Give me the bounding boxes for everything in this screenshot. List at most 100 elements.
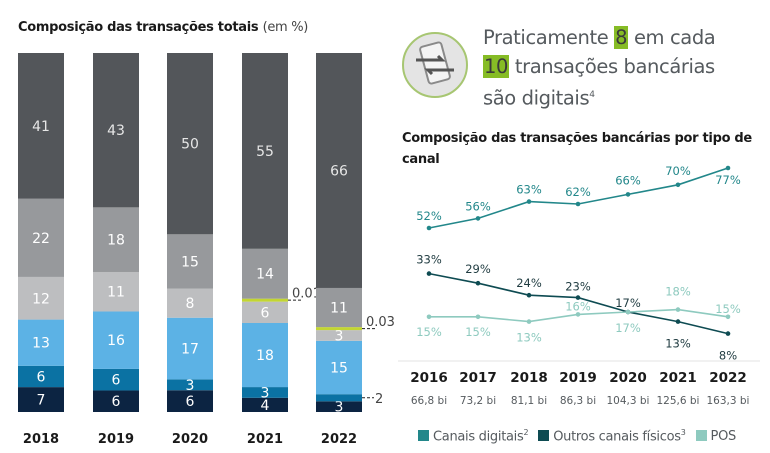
legend-item-digital: Canais digitais2 bbox=[418, 428, 529, 445]
data-label: 15 bbox=[181, 255, 199, 271]
bar-segment bbox=[18, 365, 64, 388]
data-point bbox=[526, 319, 532, 324]
headline-text: transações bancárias bbox=[514, 55, 715, 78]
data-label: 4 bbox=[261, 398, 270, 414]
bar-segment bbox=[242, 53, 288, 249]
data-label: 24% bbox=[516, 276, 542, 290]
bar-segment bbox=[167, 390, 213, 412]
data-label: 55 bbox=[256, 144, 274, 160]
data-label: 6 bbox=[112, 373, 121, 389]
bar-segment bbox=[18, 276, 64, 320]
data-point bbox=[426, 225, 432, 231]
data-label: 15% bbox=[715, 302, 741, 316]
data-point bbox=[725, 331, 731, 336]
bar-segment bbox=[316, 394, 362, 402]
headline-text: em cada bbox=[633, 26, 716, 49]
data-label: 14 bbox=[256, 267, 274, 283]
x-sublabel: 163,3 bi bbox=[707, 395, 750, 407]
data-point bbox=[725, 314, 731, 320]
data-point bbox=[575, 295, 581, 300]
bar-segment bbox=[316, 327, 362, 331]
data-label: 52% bbox=[416, 209, 442, 223]
bar-segment bbox=[242, 323, 288, 388]
data-label: 66% bbox=[615, 173, 641, 187]
headline: Praticamente 8 em cada 10 transações ban… bbox=[483, 23, 716, 113]
data-label: 62% bbox=[565, 185, 591, 199]
x-tick-label: 2019 bbox=[98, 432, 134, 447]
data-point bbox=[675, 319, 681, 324]
data-point bbox=[725, 165, 731, 171]
data-point bbox=[625, 192, 631, 197]
legend-swatch bbox=[695, 429, 707, 441]
legend-item-pos: POS bbox=[695, 428, 737, 444]
data-label: 8 bbox=[186, 296, 195, 312]
bar-segment bbox=[167, 317, 213, 380]
bar-segment bbox=[316, 340, 362, 395]
data-label: 43 bbox=[107, 123, 125, 139]
bar-segment bbox=[316, 53, 362, 288]
x-tick-label: 2016 bbox=[410, 370, 448, 386]
legend-swatch bbox=[538, 430, 550, 442]
data-label: 29% bbox=[465, 262, 491, 276]
data-label: 18 bbox=[107, 233, 125, 249]
highlight-number: 8 bbox=[614, 26, 629, 49]
bar-segment bbox=[18, 53, 64, 199]
legend-item-outros: Outros canais físicos3 bbox=[538, 428, 686, 445]
data-label: 66 bbox=[330, 163, 348, 179]
x-tick-label: 2018 bbox=[23, 432, 59, 447]
footnote: 4 bbox=[589, 90, 595, 100]
data-label: 23% bbox=[565, 280, 591, 294]
data-label: 17% bbox=[615, 296, 641, 310]
data-label: 15 bbox=[330, 361, 348, 377]
title-text: Composição das transações totais bbox=[18, 20, 259, 35]
footnote: 3 bbox=[680, 428, 686, 437]
data-point bbox=[475, 280, 481, 286]
data-point bbox=[675, 307, 681, 312]
bar-segment bbox=[242, 298, 288, 302]
data-label: 0.01 bbox=[292, 287, 321, 302]
bar-segment bbox=[167, 288, 213, 318]
left-chart-title: Composição das transações totais (em %) bbox=[18, 20, 308, 35]
data-point bbox=[575, 201, 581, 207]
data-label: 11 bbox=[107, 285, 125, 301]
data-label: 16% bbox=[565, 299, 591, 313]
data-label: 22 bbox=[32, 231, 50, 247]
legend-label: POS bbox=[710, 428, 737, 444]
x-tick-label: 2020 bbox=[609, 370, 647, 386]
bar-segment bbox=[242, 397, 288, 412]
data-label: 18 bbox=[256, 348, 274, 364]
data-label: 6 bbox=[186, 394, 195, 410]
data-label: 3 bbox=[261, 385, 270, 401]
data-label: 17% bbox=[615, 321, 641, 335]
data-label: 6 bbox=[112, 394, 121, 410]
bar-segment bbox=[93, 390, 139, 412]
data-point bbox=[526, 199, 532, 204]
x-sublabel: 66,8 bi bbox=[411, 395, 447, 407]
data-point bbox=[426, 271, 432, 276]
footnote: 2 bbox=[523, 428, 529, 437]
bar-segment bbox=[18, 319, 64, 366]
x-sublabel: 104,3 bi bbox=[607, 395, 650, 407]
bar-segment bbox=[93, 271, 139, 312]
legend-label: Canais digitais bbox=[433, 429, 524, 445]
data-label: 56% bbox=[465, 199, 491, 213]
data-label: 12 bbox=[32, 291, 50, 307]
data-point bbox=[675, 182, 681, 188]
bar-segment bbox=[167, 234, 213, 289]
smartphone-transfer-icon bbox=[402, 32, 468, 98]
bar-segment bbox=[93, 53, 139, 208]
data-label: 15% bbox=[416, 325, 442, 339]
x-sublabel: 81,1 bi bbox=[511, 395, 547, 407]
data-label: 13 bbox=[32, 336, 50, 352]
data-label: 13% bbox=[665, 337, 691, 351]
x-sublabel: 86,3 bi bbox=[560, 395, 596, 407]
bar-segment bbox=[316, 330, 362, 341]
data-label: 17 bbox=[181, 342, 199, 358]
data-label: 8% bbox=[719, 349, 737, 363]
data-label: 0.03 bbox=[366, 315, 395, 330]
x-tick-label: 2019 bbox=[559, 370, 597, 386]
legend-label: Outros canais físicos bbox=[553, 429, 681, 445]
legend-swatch bbox=[418, 430, 429, 442]
data-label: 6 bbox=[37, 369, 46, 385]
